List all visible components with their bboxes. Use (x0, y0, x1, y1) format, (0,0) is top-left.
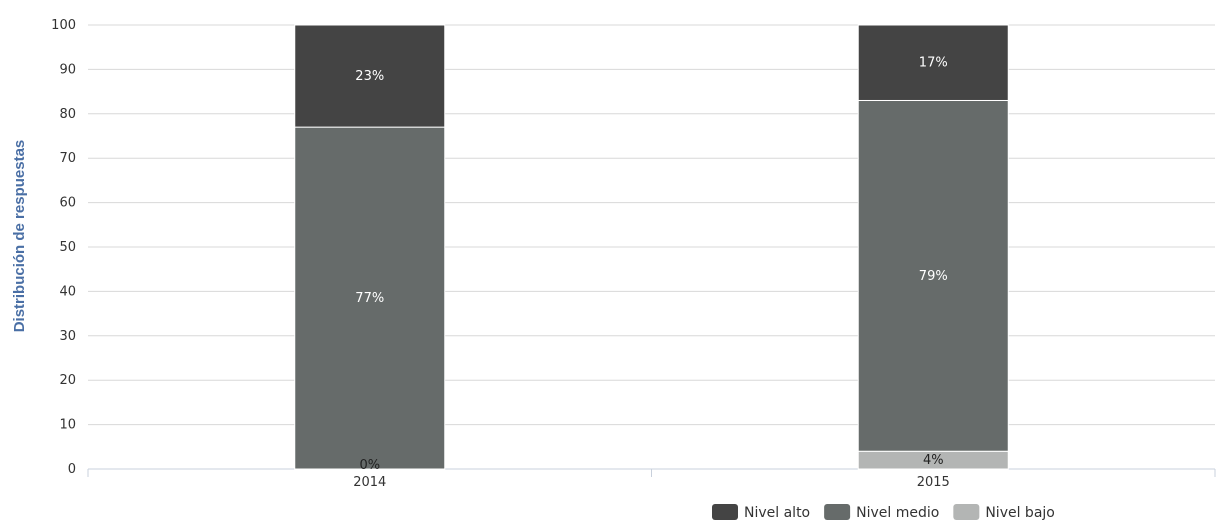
grid-lines (87, 24, 1216, 477)
y-tick-label: 100 (51, 18, 76, 33)
data-label: 17% (919, 56, 948, 71)
y-tick-label: 20 (59, 373, 76, 388)
x-tick-label: 2014 (353, 475, 386, 490)
y-tick-label: 50 (59, 240, 76, 255)
y-tick-label: 0 (68, 462, 76, 477)
x-axis-ticks: 2014 2015 (353, 475, 950, 490)
x-tick-label: 2015 (917, 475, 950, 490)
legend-swatch (712, 504, 738, 520)
bar-segment (857, 99, 1009, 452)
bar-segment (857, 24, 1009, 101)
y-tick-label: 40 (59, 284, 76, 299)
legend-swatch (953, 504, 980, 520)
y-axis-ticks: 0 10 20 30 40 50 60 70 80 90 100 (51, 18, 76, 477)
data-label: 77% (355, 291, 384, 306)
legend-label: Nivel alto (744, 505, 810, 521)
bars (294, 24, 1009, 470)
legend-label: Nivel medio (856, 505, 939, 521)
data-label: 0% (359, 458, 380, 473)
bar-segment (294, 24, 446, 128)
data-labels: 0% 77% 23% 4% 79% 17% (355, 56, 947, 473)
legend: Nivel alto Nivel medio Nivel bajo (712, 504, 1055, 521)
y-tick-label: 60 (59, 196, 76, 211)
data-label: 23% (355, 69, 384, 84)
y-axis-title: Distribución de respuestas (11, 140, 28, 333)
legend-label: Nivel bajo (985, 505, 1055, 521)
y-tick-label: 90 (59, 62, 76, 77)
data-label: 79% (919, 269, 948, 284)
y-tick-label: 80 (59, 107, 76, 122)
y-tick-label: 70 (59, 151, 76, 166)
legend-swatch (824, 504, 851, 520)
data-label: 4% (923, 453, 944, 468)
y-tick-label: 10 (59, 418, 76, 433)
bar-segment (294, 126, 446, 470)
y-tick-label: 30 (59, 329, 76, 344)
